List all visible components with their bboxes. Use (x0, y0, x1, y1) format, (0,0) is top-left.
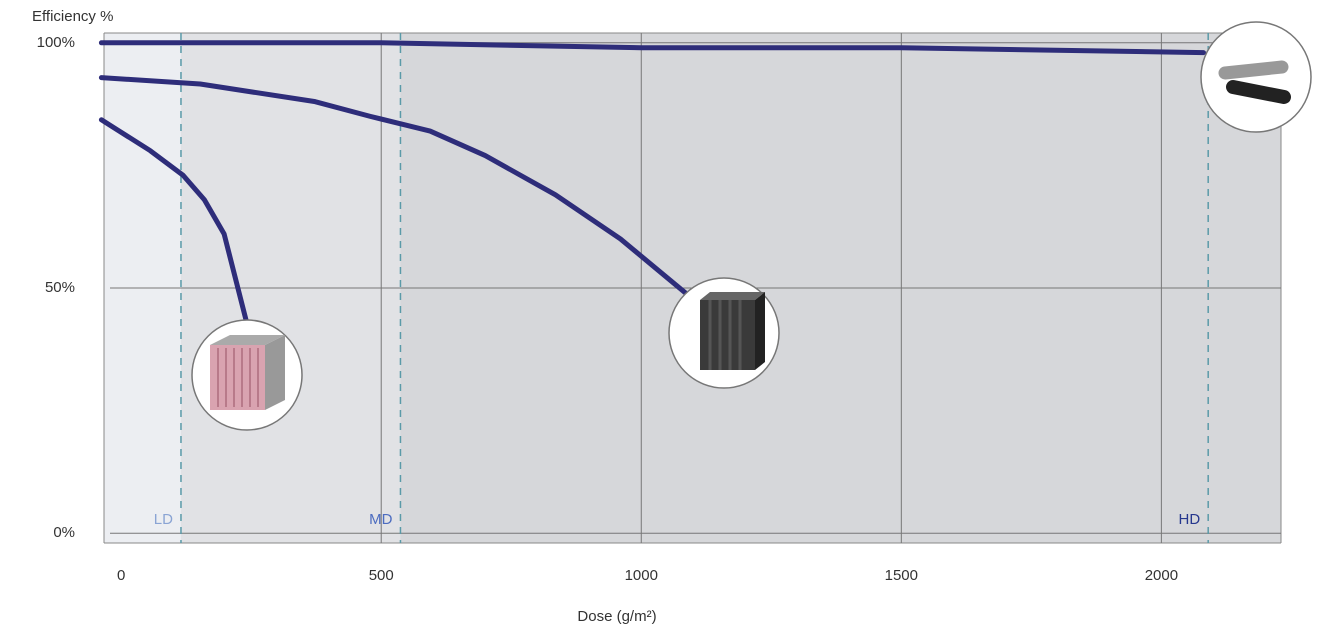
bag-filter-icon (191, 319, 303, 431)
x-tick-label: 2000 (1145, 567, 1178, 584)
x-axis-title: Dose (g/m²) (577, 608, 656, 625)
y-tick-label: 50% (45, 279, 75, 296)
efficiency-line (98, 40, 1206, 56)
efficiency-line (98, 117, 249, 323)
y-axis-title: Efficiency % (32, 8, 113, 25)
y-tick-label: 0% (53, 524, 75, 541)
y-tick-label: 100% (37, 34, 75, 51)
compact-filter-icon (668, 277, 780, 389)
efficiency-line (98, 75, 688, 296)
x-tick-label: 0 (117, 567, 125, 584)
lines (98, 40, 1206, 323)
x-tick-label: 500 (369, 567, 394, 584)
filter-icons (191, 21, 1312, 431)
zone-label: MD (369, 511, 392, 528)
grid (103, 32, 1282, 544)
x-tick-label: 1500 (885, 567, 918, 584)
zone-label: LD (154, 511, 173, 528)
cartridge-icon (1200, 21, 1312, 133)
x-tick-label: 1000 (625, 567, 658, 584)
zone-label: HD (1179, 511, 1201, 528)
labels: Efficiency % Dose (g/m²) 0 500 1000 1500 200… (32, 8, 1200, 625)
